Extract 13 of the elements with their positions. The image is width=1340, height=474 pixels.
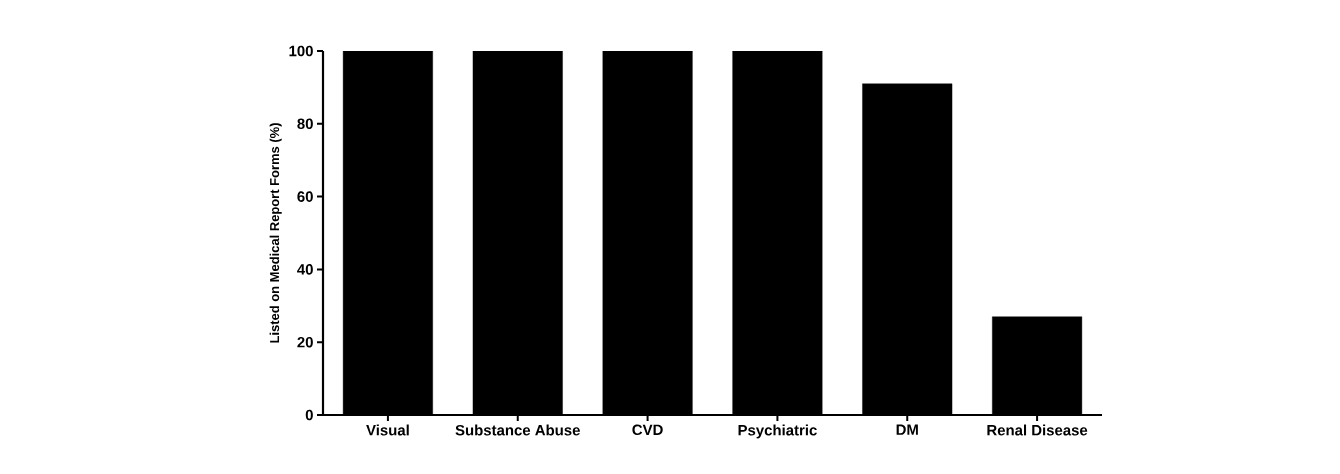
x-tick-label: Visual (366, 424, 409, 436)
y-tick-label: 20 (297, 336, 313, 348)
x-tick-label: Psychiatric (738, 424, 817, 439)
y-tick-label: 80 (297, 118, 313, 130)
x-tick-label: Renal Disease (987, 424, 1088, 436)
y-tick-label: 0 (305, 409, 313, 421)
y-tick-label: 40 (297, 264, 313, 275)
y-tick-label: 100 (289, 45, 313, 57)
x-tick-label: CVD (632, 424, 663, 436)
y-axis-title: Listed on Medical Report Forms (%) (269, 123, 282, 343)
x-tick-label: DM (896, 424, 918, 435)
y-tick-label: 60 (297, 191, 313, 202)
x-tick-label: Substance Abuse (455, 424, 580, 436)
